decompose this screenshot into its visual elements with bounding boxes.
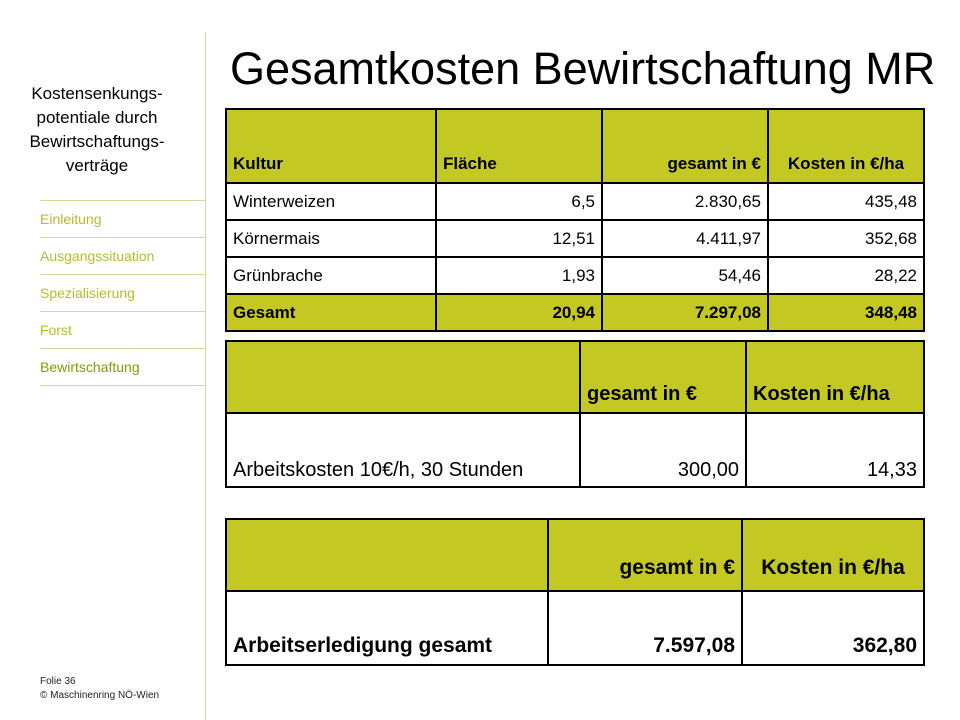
table-row: Winterweizen 6,5 2.830,65 435,48 bbox=[225, 182, 925, 221]
cell-label: Arbeitserledigung gesamt bbox=[225, 590, 549, 666]
cell-flaeche: 12,51 bbox=[435, 219, 603, 258]
cell-gesamt: 2.830,65 bbox=[601, 182, 769, 221]
cell-gesamt: 4.411,97 bbox=[601, 219, 769, 258]
table-header-row: gesamt in € Kosten in €/ha bbox=[225, 518, 925, 592]
header-empty bbox=[225, 518, 549, 592]
header-kultur: Kultur bbox=[225, 108, 437, 184]
table-total-row: Gesamt 20,94 7.297,08 348,48 bbox=[225, 293, 925, 332]
sidebar-nav: Einleitung Ausgangssituation Spezialisie… bbox=[40, 200, 205, 386]
header-gesamt: gesamt in € bbox=[601, 108, 769, 184]
cell-kultur: Grünbrache bbox=[225, 256, 437, 295]
sidebar-title-line: potentiale durch bbox=[36, 108, 158, 127]
cell-total-label: Gesamt bbox=[225, 293, 437, 332]
header-empty bbox=[225, 340, 581, 414]
nav-item-spezialisierung[interactable]: Spezialisierung bbox=[40, 275, 205, 312]
cell-kosten-ha: 435,48 bbox=[767, 182, 925, 221]
table-header-row: Kultur Fläche gesamt in € Kosten in €/ha bbox=[225, 108, 925, 184]
vertical-divider bbox=[205, 32, 206, 720]
cell-gesamt: 7.597,08 bbox=[547, 590, 743, 666]
footer: Folie 36 © Maschinenring NÖ-Wien bbox=[40, 675, 159, 703]
table-header-row: gesamt in € Kosten in €/ha bbox=[225, 340, 925, 414]
header-flaeche: Fläche bbox=[435, 108, 603, 184]
cell-label: Arbeitskosten 10€/h, 30 Stunden bbox=[225, 412, 581, 488]
header-kosten-ha: Kosten in €/ha bbox=[741, 518, 925, 592]
header-gesamt: gesamt in € bbox=[579, 340, 747, 414]
table-row: Grünbrache 1,93 54,46 28,22 bbox=[225, 256, 925, 295]
sidebar-title-line: Bewirtschaftungs- bbox=[29, 132, 165, 151]
header-gesamt: gesamt in € bbox=[547, 518, 743, 592]
nav-item-forst[interactable]: Forst bbox=[40, 312, 205, 349]
cell-kosten-ha: 352,68 bbox=[767, 219, 925, 258]
cell-total-gesamt: 7.297,08 bbox=[601, 293, 769, 332]
table-row: Körnermais 12,51 4.411,97 352,68 bbox=[225, 219, 925, 258]
cell-total-flaeche: 20,94 bbox=[435, 293, 603, 332]
cell-kosten-ha: 28,22 bbox=[767, 256, 925, 295]
labor-costs-table: gesamt in € Kosten in €/ha Arbeitskosten… bbox=[225, 340, 925, 488]
copyright: © Maschinenring NÖ-Wien bbox=[40, 690, 160, 701]
total-work-costs-table: gesamt in € Kosten in €/ha Arbeitserledi… bbox=[225, 518, 925, 666]
nav-item-ausgangssituation[interactable]: Ausgangssituation bbox=[40, 238, 205, 275]
nav-item-bewirtschaftung[interactable]: Bewirtschaftung bbox=[40, 349, 205, 386]
sidebar-title-line: verträge bbox=[65, 156, 129, 175]
table-row: Arbeitserledigung gesamt 7.597,08 362,80 bbox=[225, 590, 925, 666]
slide-number: Folie 36 bbox=[40, 676, 76, 687]
sidebar-title-line: Kostensenkungs- bbox=[31, 84, 163, 103]
cell-kultur: Winterweizen bbox=[225, 182, 437, 221]
cell-flaeche: 6,5 bbox=[435, 182, 603, 221]
table-row: Arbeitskosten 10€/h, 30 Stunden 300,00 1… bbox=[225, 412, 925, 488]
header-kosten-ha: Kosten in €/ha bbox=[745, 340, 925, 414]
cell-gesamt: 300,00 bbox=[579, 412, 747, 488]
cell-kultur: Körnermais bbox=[225, 219, 437, 258]
cell-flaeche: 1,93 bbox=[435, 256, 603, 295]
cell-total-kosten-ha: 348,48 bbox=[767, 293, 925, 332]
sidebar-title: Kostensenkungs- potentiale durch Bewirts… bbox=[2, 82, 192, 178]
cell-gesamt: 54,46 bbox=[601, 256, 769, 295]
nav-item-einleitung[interactable]: Einleitung bbox=[40, 201, 205, 238]
slide-title: Gesamtkosten Bewirtschaftung MR bbox=[230, 43, 936, 94]
cell-kosten-ha: 362,80 bbox=[741, 590, 925, 666]
crop-costs-table: Kultur Fläche gesamt in € Kosten in €/ha… bbox=[225, 108, 925, 332]
cell-kosten-ha: 14,33 bbox=[745, 412, 925, 488]
header-kosten-ha: Kosten in €/ha bbox=[767, 108, 925, 184]
